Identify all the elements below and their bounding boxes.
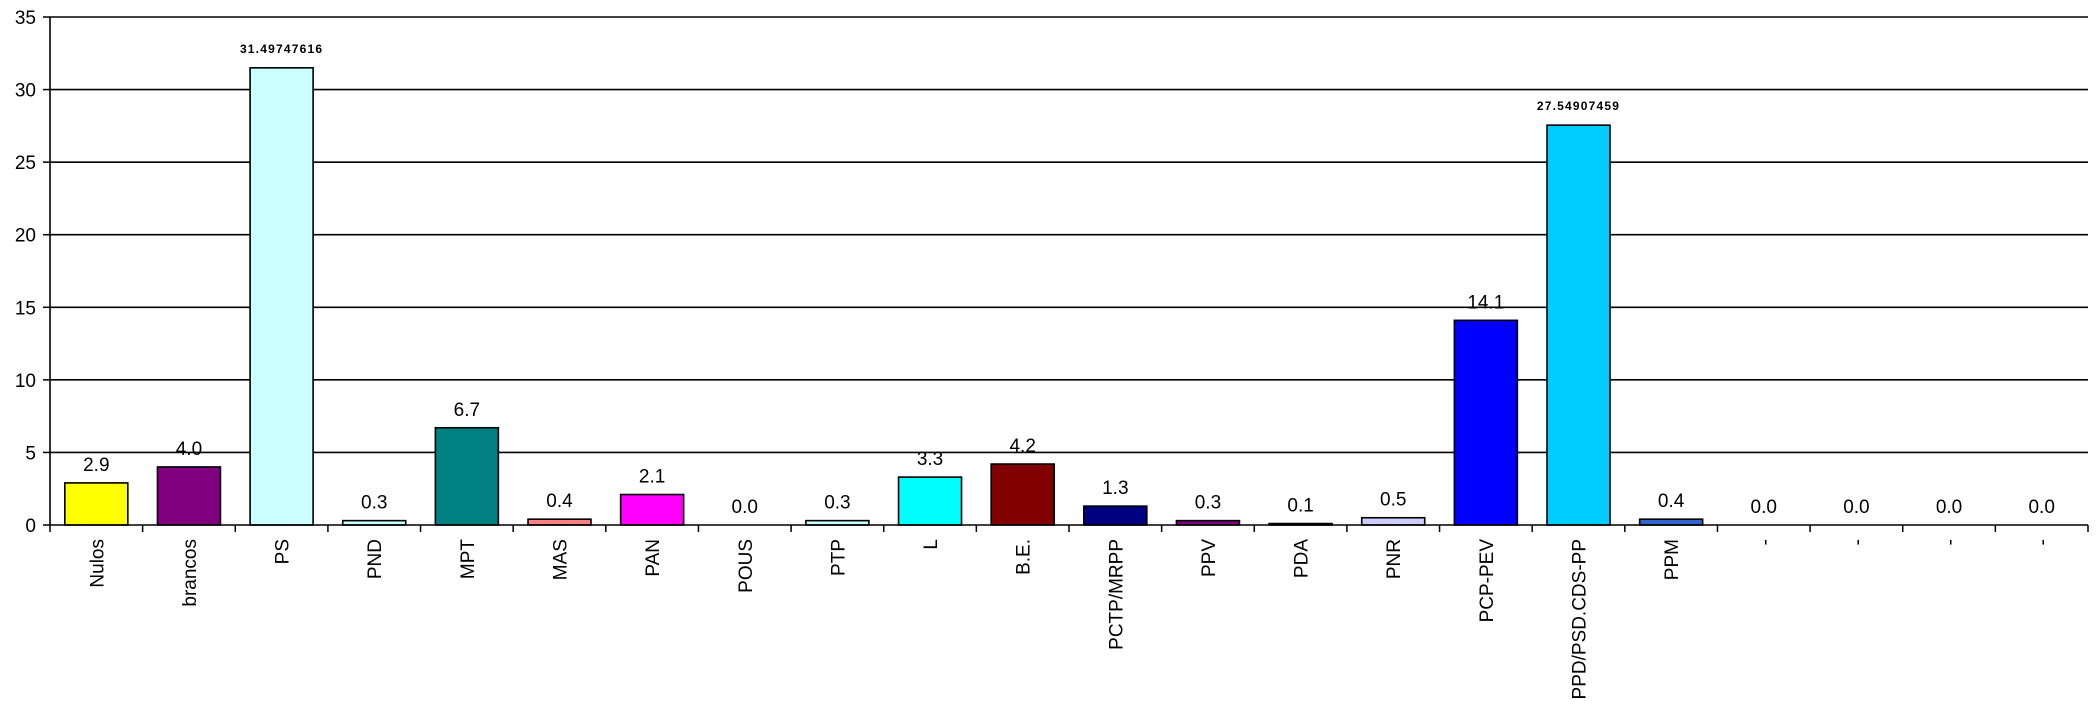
y-tick-labels: 0 5 10 15 20 25 30 35 bbox=[15, 8, 36, 537]
bar bbox=[1453, 319, 1519, 526]
data-label: 27.54907459 bbox=[1537, 99, 1620, 113]
category-label: MAS bbox=[551, 539, 572, 580]
data-label: 0.3 bbox=[361, 493, 387, 514]
category-label: POUS bbox=[736, 539, 757, 593]
category-label: PTP bbox=[828, 539, 849, 576]
category-label: PPD/PSD.CDS-PP bbox=[1570, 539, 1591, 699]
axes bbox=[43, 16, 2089, 532]
bar bbox=[619, 493, 685, 526]
data-label: 0.3 bbox=[1195, 493, 1221, 514]
data-label: 31.49747616 bbox=[240, 42, 323, 56]
y-tick-label: 30 bbox=[15, 81, 36, 102]
data-label: 2.1 bbox=[639, 467, 665, 488]
bar bbox=[990, 463, 1055, 526]
category-label: PND bbox=[365, 539, 386, 579]
data-label: 4.2 bbox=[1009, 436, 1035, 457]
y-tick-label: 25 bbox=[15, 153, 36, 174]
category-label: PS bbox=[273, 539, 294, 564]
category-label: PAN bbox=[643, 539, 664, 577]
category-label: MPT bbox=[458, 539, 479, 580]
data-label: 0.0 bbox=[1936, 497, 1962, 518]
category-label: - bbox=[1755, 539, 1776, 545]
category-label: PPV bbox=[1199, 539, 1220, 577]
data-label: 4.0 bbox=[176, 439, 202, 460]
category-label: - bbox=[1940, 539, 1961, 545]
y-tick-label: 15 bbox=[15, 298, 36, 319]
y-tick-label: 5 bbox=[25, 443, 36, 464]
category-label: brancos bbox=[180, 539, 201, 607]
category-label: B.E. bbox=[1014, 539, 1035, 575]
y-tick-label: 0 bbox=[25, 516, 36, 537]
data-label: 6.7 bbox=[454, 400, 480, 421]
bar bbox=[434, 426, 500, 526]
data-label: 14.1 bbox=[1467, 292, 1504, 313]
bars bbox=[64, 67, 1704, 526]
data-label: 0.1 bbox=[1287, 496, 1313, 517]
bar bbox=[249, 67, 314, 526]
category-label: - bbox=[1847, 539, 1868, 545]
bar bbox=[527, 518, 592, 526]
gridlines bbox=[50, 16, 2088, 454]
data-label: 0.0 bbox=[732, 497, 758, 518]
data-label: 0.0 bbox=[1751, 497, 1777, 518]
y-tick-label: 35 bbox=[15, 8, 36, 29]
bar bbox=[897, 476, 963, 526]
data-label: 1.3 bbox=[1102, 478, 1128, 499]
category-label: Nulos bbox=[87, 539, 108, 588]
data-label: 0.4 bbox=[546, 491, 573, 512]
data-labels: 2.9 4.0 31.49747616 0.3 6.7 0.4 2.1 0.0 0.3 3.3 4.… bbox=[83, 42, 2055, 518]
category-labels: Nulos brancos PS PND MPT MAS PAN POUS PTP L B.E. PC… bbox=[87, 539, 2053, 700]
bar bbox=[1083, 505, 1148, 526]
category-label: - bbox=[2033, 539, 2054, 545]
data-label: 0.3 bbox=[824, 493, 850, 514]
bar bbox=[1546, 124, 1611, 526]
y-tick-label: 10 bbox=[15, 371, 36, 392]
data-label: 0.4 bbox=[1658, 491, 1685, 512]
data-label: 0.5 bbox=[1380, 490, 1406, 511]
data-label: 0.0 bbox=[2028, 497, 2054, 518]
bar bbox=[1638, 518, 1704, 526]
category-label: PCTP/MRPP bbox=[1106, 539, 1127, 650]
data-label: 2.9 bbox=[83, 455, 109, 476]
category-label: PNR bbox=[1384, 539, 1405, 579]
y-tick-label: 20 bbox=[15, 226, 36, 247]
category-label: PDA bbox=[1292, 539, 1313, 578]
bar bbox=[1360, 516, 1426, 526]
data-label: 3.3 bbox=[917, 449, 943, 470]
category-label: PCP-PEV bbox=[1477, 539, 1498, 623]
category-label: L bbox=[921, 539, 942, 550]
category-label: PPM bbox=[1662, 539, 1683, 580]
bar bbox=[64, 482, 129, 526]
bar bbox=[156, 466, 222, 526]
data-label: 0.0 bbox=[1843, 497, 1869, 518]
